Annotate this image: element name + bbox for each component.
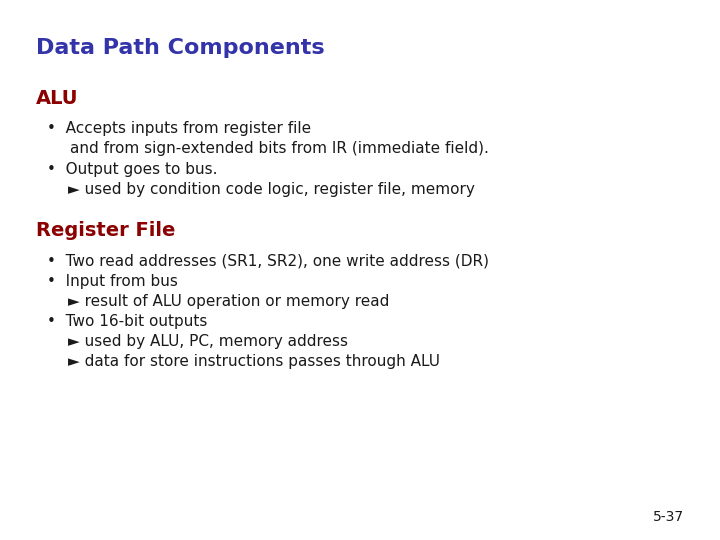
Text: ► result of ALU operation or memory read: ► result of ALU operation or memory read	[68, 294, 390, 309]
Text: 5-37: 5-37	[653, 510, 684, 524]
Text: and from sign-extended bits from IR (immediate field).: and from sign-extended bits from IR (imm…	[70, 141, 489, 157]
Text: Data Path Components: Data Path Components	[36, 38, 325, 58]
Text: Register File: Register File	[36, 221, 176, 240]
Text: •  Output goes to bus.: • Output goes to bus.	[47, 162, 217, 177]
Text: ► used by ALU, PC, memory address: ► used by ALU, PC, memory address	[68, 334, 348, 349]
Text: ALU: ALU	[36, 89, 78, 108]
Text: •  Input from bus: • Input from bus	[47, 274, 178, 289]
Text: ► data for store instructions passes through ALU: ► data for store instructions passes thr…	[68, 354, 441, 369]
Text: •  Two 16-bit outputs: • Two 16-bit outputs	[47, 314, 207, 329]
Text: •  Accepts inputs from register file: • Accepts inputs from register file	[47, 122, 311, 137]
Text: ► used by condition code logic, register file, memory: ► used by condition code logic, register…	[68, 182, 475, 197]
Text: •  Two read addresses (SR1, SR2), one write address (DR): • Two read addresses (SR1, SR2), one wri…	[47, 254, 489, 269]
